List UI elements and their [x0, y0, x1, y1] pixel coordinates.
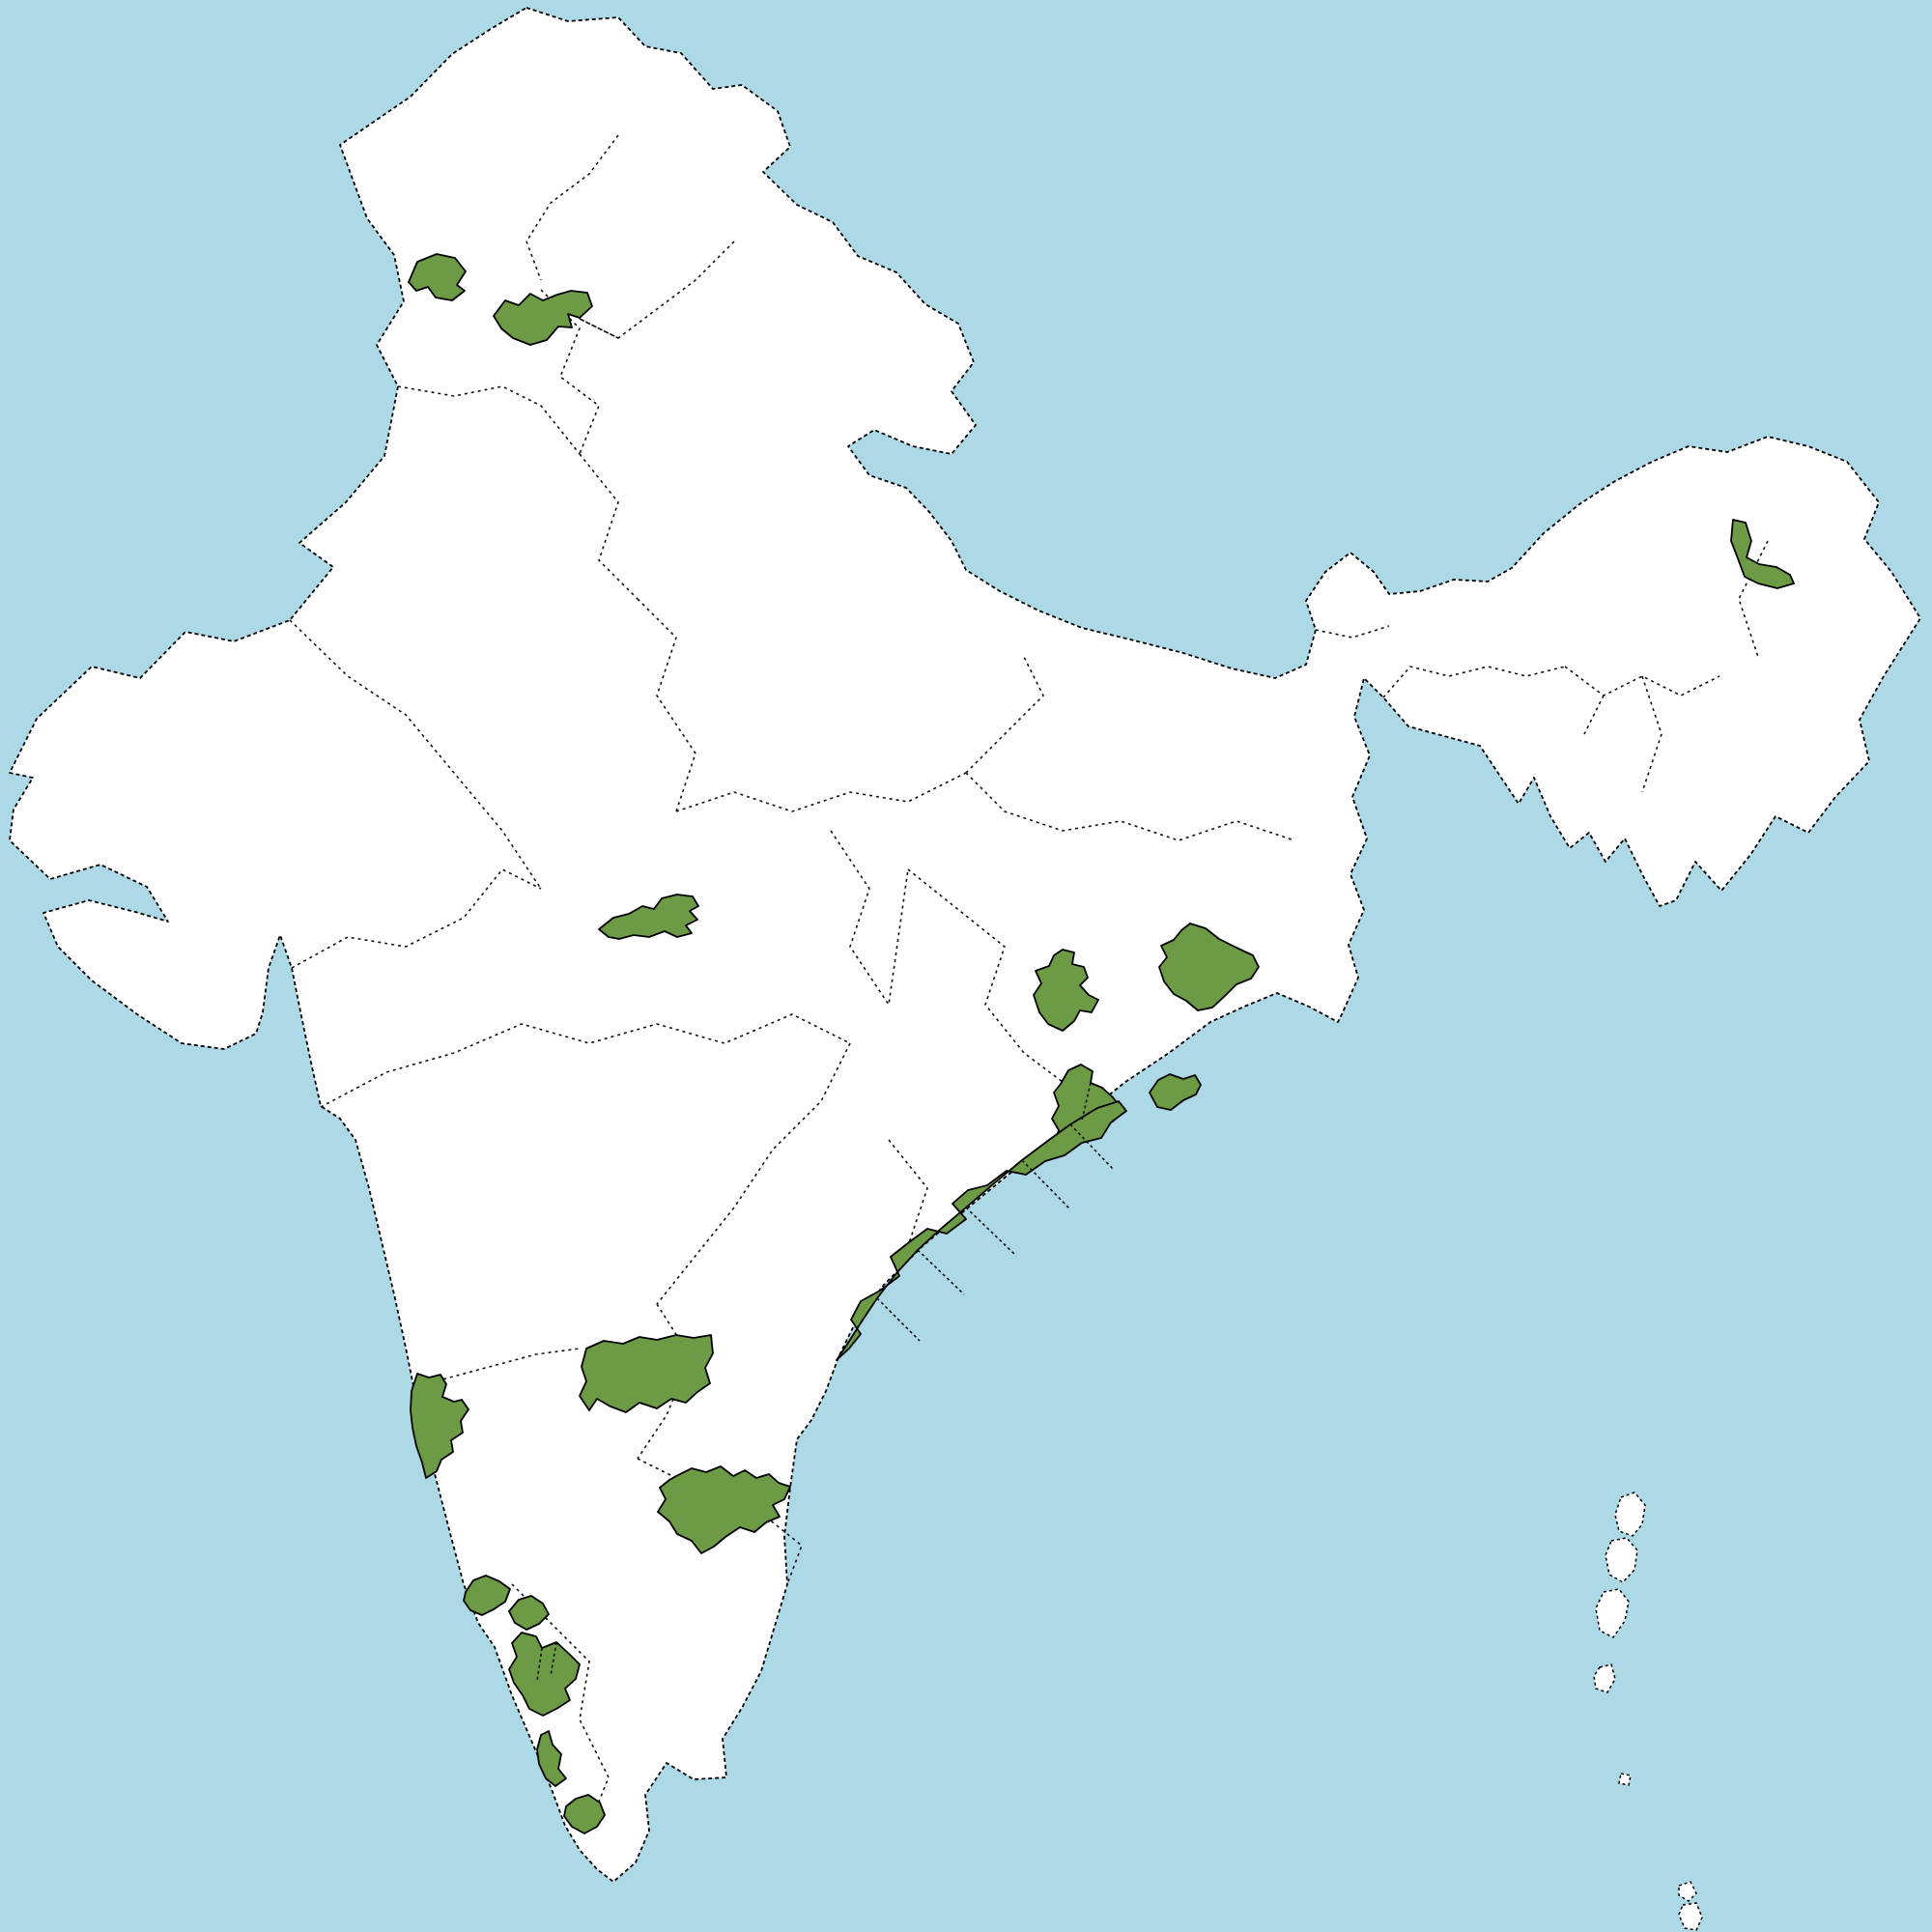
district-odisha-coastal-east[interactable] [1149, 1073, 1202, 1111]
district-west-bengal-medinipur[interactable] [1158, 923, 1260, 1011]
andaman-nicobar-islands [1593, 1492, 1703, 1931]
district-kerala-coastal-strip[interactable] [536, 1730, 567, 1787]
district-boundaries-within-belt [536, 1082, 1114, 1682]
district-jharkhand-central[interactable] [1033, 949, 1099, 1032]
andaman-island-middle [1605, 1537, 1638, 1583]
district-kerala-south[interactable] [563, 1794, 606, 1834]
andaman-island-south [1595, 1588, 1630, 1638]
district-andhra-coastal-belt[interactable] [836, 1100, 1127, 1361]
district-madhya-pradesh-central[interactable] [598, 894, 699, 940]
district-kerala-north[interactable] [463, 1575, 511, 1616]
district-punjab-central[interactable] [493, 290, 593, 346]
district-punjab-west[interactable] [408, 253, 467, 301]
india-landmass [9, 7, 1921, 1883]
nicobar-island-north [1678, 1881, 1697, 1902]
nicobar-island-south [1678, 1902, 1703, 1931]
little-andaman-island [1593, 1663, 1616, 1693]
district-telangana-south[interactable] [579, 1334, 714, 1413]
andaman-island-north [1614, 1492, 1646, 1537]
district-arunachal-central[interactable] [1730, 519, 1795, 589]
district-kerala-wayanad[interactable] [508, 1595, 550, 1631]
highlighted-districts [408, 253, 1795, 1834]
district-kerala-central[interactable] [508, 1632, 581, 1717]
small-island [1618, 1773, 1632, 1786]
district-konkan-coast[interactable] [410, 1373, 469, 1479]
district-rayalaseema[interactable] [657, 1465, 791, 1554]
